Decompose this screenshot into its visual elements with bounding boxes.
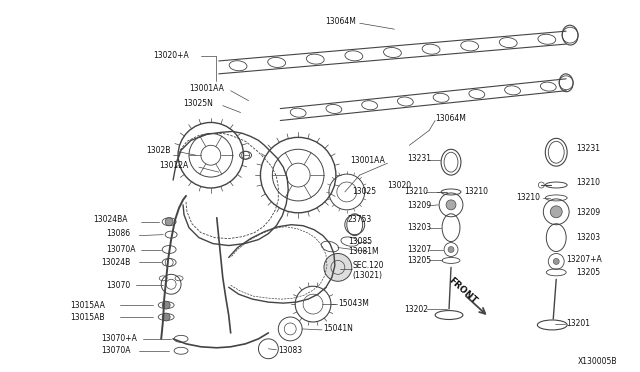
Text: 15043M: 15043M: [338, 299, 369, 308]
Text: 15041N: 15041N: [323, 324, 353, 333]
Circle shape: [553, 259, 559, 264]
Circle shape: [324, 253, 352, 281]
Text: 13024BA: 13024BA: [93, 215, 128, 224]
Text: 13070+A: 13070+A: [102, 334, 138, 343]
Text: 13020: 13020: [387, 180, 412, 189]
Text: 13209: 13209: [407, 201, 431, 210]
Text: FRONT: FRONT: [447, 276, 479, 306]
Text: 13064M: 13064M: [435, 114, 466, 123]
Text: 13025: 13025: [352, 187, 376, 196]
Text: 13207+A: 13207+A: [566, 255, 602, 264]
Text: 13231: 13231: [576, 144, 600, 153]
Text: 13202: 13202: [404, 305, 428, 314]
Circle shape: [162, 301, 170, 309]
Text: X130005B: X130005B: [579, 357, 618, 366]
Text: 13231: 13231: [407, 154, 431, 163]
Text: 13070A: 13070A: [107, 245, 136, 254]
Text: (13021): (13021): [353, 271, 383, 280]
Text: 13203: 13203: [576, 233, 600, 242]
Circle shape: [162, 313, 170, 321]
Text: 13205: 13205: [407, 256, 431, 265]
Text: 13064M: 13064M: [325, 17, 356, 26]
Text: 13012A: 13012A: [159, 161, 188, 170]
Text: 13070: 13070: [107, 281, 131, 290]
Circle shape: [165, 218, 173, 226]
Text: 13083: 13083: [278, 346, 303, 355]
Text: 13210: 13210: [516, 193, 541, 202]
Text: 13210: 13210: [464, 187, 488, 196]
Text: 13015AA: 13015AA: [70, 301, 105, 310]
Text: 13207: 13207: [407, 245, 431, 254]
Text: 13209: 13209: [576, 208, 600, 217]
Text: SEC.120: SEC.120: [353, 261, 384, 270]
Text: 13015AB: 13015AB: [70, 312, 104, 321]
Circle shape: [550, 206, 562, 218]
Text: 13070A: 13070A: [102, 346, 131, 355]
Text: 1302B: 1302B: [147, 146, 171, 155]
Text: 13210: 13210: [404, 187, 428, 196]
Text: 13205: 13205: [576, 268, 600, 277]
Text: 13020+A: 13020+A: [153, 51, 189, 61]
Text: 23753: 23753: [348, 215, 372, 224]
Text: 13210: 13210: [576, 177, 600, 186]
Text: 13086: 13086: [107, 229, 131, 238]
Circle shape: [446, 200, 456, 210]
Text: 13081M: 13081M: [348, 247, 378, 256]
Text: 13203: 13203: [407, 223, 431, 232]
Text: 13001AA: 13001AA: [350, 156, 385, 165]
Circle shape: [448, 247, 454, 253]
Text: 13025N: 13025N: [183, 99, 213, 108]
Text: 13024B: 13024B: [102, 258, 131, 267]
Text: 13001AA: 13001AA: [189, 84, 224, 93]
Text: 13085: 13085: [348, 237, 372, 246]
Text: 13201: 13201: [566, 320, 590, 328]
